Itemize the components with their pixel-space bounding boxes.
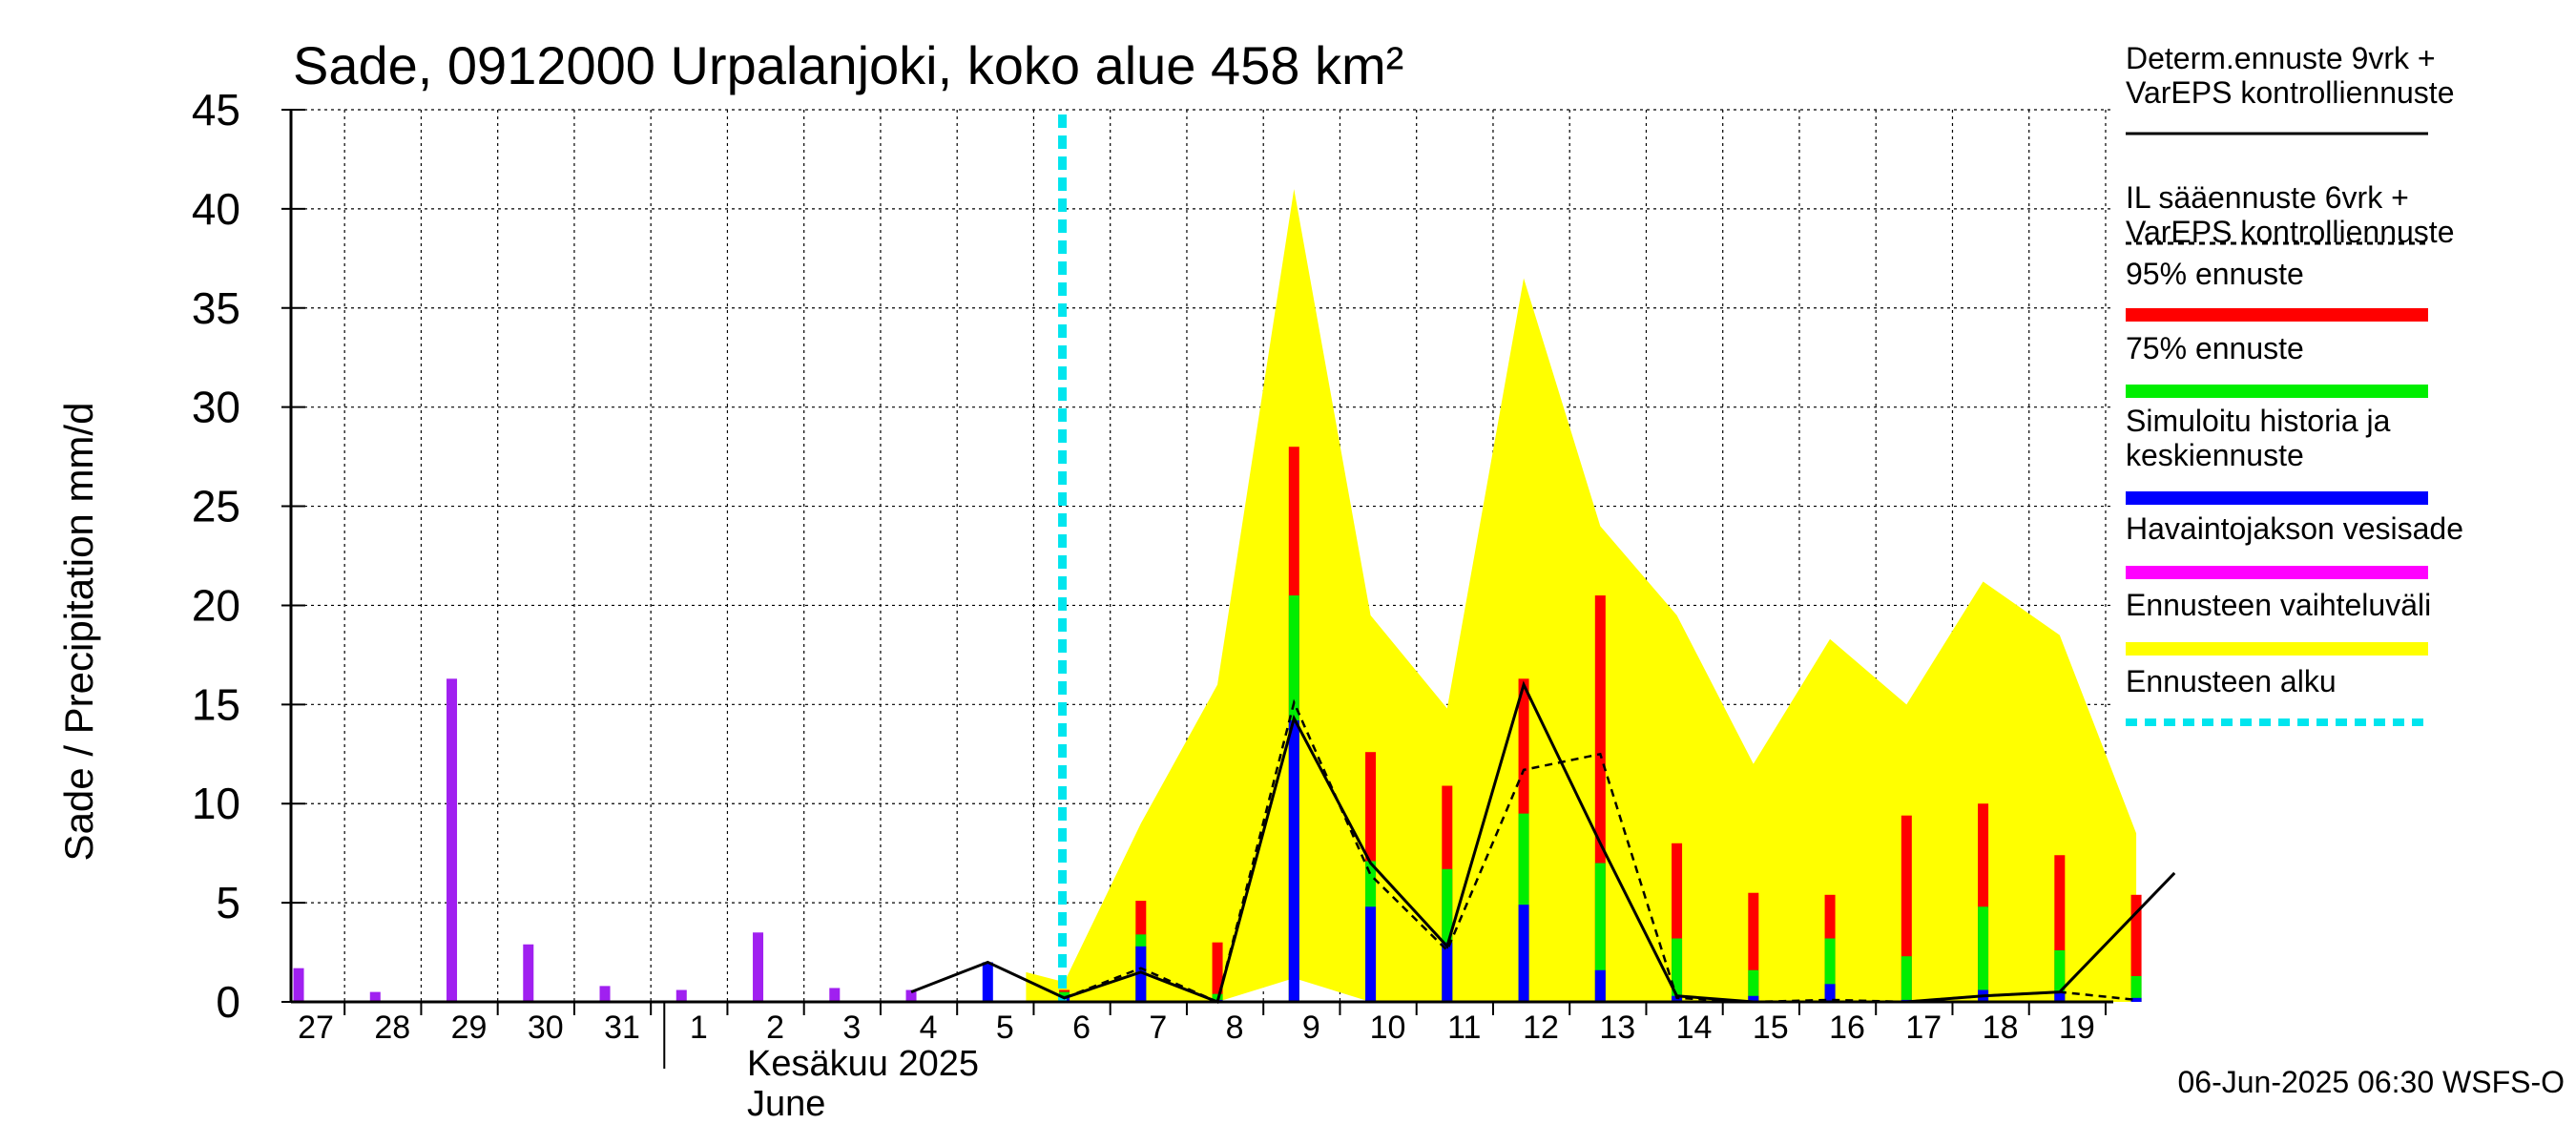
p95-bar — [2054, 855, 2066, 1002]
median-bar — [1518, 905, 1529, 1002]
y-tick-label: 20 — [192, 580, 240, 630]
forecast-range-polygon — [1026, 189, 2137, 1003]
x-tick-label: 3 — [842, 1010, 861, 1046]
legend-label: VarEPS kontrolliennuste — [2126, 215, 2454, 249]
forecast-lines — [910, 114, 2176, 1005]
median-bar — [1442, 942, 1453, 1002]
legend-label: Determ.ennuste 9vrk + — [2126, 41, 2436, 75]
observed-bar — [753, 932, 764, 1002]
x-tick-label: 19 — [2059, 1010, 2095, 1046]
observed-bar — [523, 944, 534, 1002]
observed-bar — [369, 991, 381, 1002]
observed-bar — [829, 988, 841, 1002]
p75-bar — [1594, 863, 1606, 1002]
x-tick-label: 18 — [1983, 1010, 2019, 1046]
median-bar — [1748, 995, 1759, 1002]
legend-label: Ennusteen vaihteluväli — [2126, 588, 2431, 622]
x-tick-label: 13 — [1599, 1010, 1635, 1046]
x-tick-label: 31 — [604, 1010, 640, 1046]
x-tick-label: 30 — [528, 1010, 564, 1046]
legend-label: 95% ennuste — [2126, 257, 2304, 291]
legend-label: Havaintojakson vesisade — [2126, 511, 2463, 546]
x-tick-label: 12 — [1523, 1010, 1559, 1046]
p95-bar — [1212, 942, 1223, 1002]
x-tick-label: 15 — [1753, 1010, 1789, 1046]
footer-timestamp: 06-Jun-2025 06:30 WSFS-O — [2177, 1065, 2565, 1099]
p95-bar — [2130, 894, 2142, 1002]
p95-bar — [1748, 892, 1759, 1002]
median-bar — [1365, 906, 1377, 1002]
x-tick-label: 2 — [766, 1010, 784, 1046]
month-label: June — [747, 1084, 825, 1124]
y-tick-label: 35 — [192, 283, 240, 333]
il-forecast-line — [1064, 698, 2137, 1004]
x-tick-label: 4 — [920, 1010, 938, 1046]
legend: Determ.ennuste 9vrk +VarEPS kontrollienn… — [2126, 41, 2463, 726]
x-tick-label: 27 — [298, 1010, 334, 1046]
observed-bar — [293, 968, 304, 1002]
legend-label: Simuloitu historia ja — [2126, 404, 2391, 438]
x-tick-label: 10 — [1370, 1010, 1406, 1046]
p75-bar — [2054, 949, 2066, 1002]
median-bar — [2054, 991, 2066, 1002]
y-tick-label: 15 — [192, 679, 240, 729]
y-tick-label: 0 — [216, 977, 240, 1027]
x-tick-label: 8 — [1226, 1010, 1244, 1046]
legend-label: keskiennuste — [2126, 438, 2304, 472]
month-label: Kesäkuu 2025 — [747, 1044, 979, 1084]
p75-bar — [1442, 868, 1453, 1002]
x-tick-label: 7 — [1149, 1010, 1167, 1046]
p95-bar — [1594, 595, 1606, 1002]
median-bar — [1824, 984, 1836, 1002]
legend-label: VarEPS kontrolliennuste — [2126, 75, 2454, 110]
legend-label: IL sääennuste 6vrk + — [2126, 180, 2409, 215]
y-tick-label: 40 — [192, 184, 240, 234]
legend-label: Ennusteen alku — [2126, 664, 2337, 698]
y-tick-label: 25 — [192, 482, 240, 531]
x-tick-label: 1 — [690, 1010, 708, 1046]
y-axis-label: Sade / Precipitation mm/d — [56, 403, 101, 862]
x-tick-label: 14 — [1676, 1010, 1713, 1046]
observed-bar — [599, 986, 611, 1002]
x-tick-label: 29 — [451, 1010, 488, 1046]
p75-bar — [2130, 975, 2142, 1002]
median-bar — [1288, 719, 1299, 1002]
x-tick-label: 17 — [1905, 1010, 1942, 1046]
simulated-bar — [982, 962, 993, 1002]
forecast-range-area — [1026, 189, 2137, 1003]
x-tick-label: 9 — [1302, 1010, 1320, 1046]
p75-bar — [1748, 969, 1759, 1002]
median-bar — [1594, 969, 1606, 1002]
p75-bar — [1672, 938, 1683, 1002]
chart-title: Sade, 0912000 Urpalanjoki, koko alue 458… — [293, 35, 1403, 95]
p75-bar — [1978, 906, 1989, 1002]
p95-bar — [1672, 843, 1683, 1002]
y-tick-label: 45 — [192, 85, 240, 135]
x-tick-label: 11 — [1447, 1010, 1481, 1046]
p75-bar — [1824, 938, 1836, 1002]
observed-bar — [447, 678, 458, 1002]
observed-bar — [905, 989, 917, 1002]
p95-bar — [1901, 815, 1912, 1002]
y-tick-label: 30 — [192, 383, 240, 432]
x-tick-label: 28 — [374, 1010, 410, 1046]
p95-bar — [1978, 803, 1989, 1002]
y-tick-label: 10 — [192, 779, 240, 828]
x-tick-label: 6 — [1072, 1010, 1091, 1046]
y-tick-label: 5 — [216, 878, 240, 927]
observed-bar — [675, 989, 687, 1002]
median-bar — [1135, 946, 1147, 1002]
median-bar — [2130, 997, 2142, 1002]
p75-bar — [1901, 956, 1912, 1002]
x-tick-label: 5 — [996, 1010, 1014, 1046]
legend-label: 75% ennuste — [2126, 331, 2304, 365]
x-tick-label: 16 — [1829, 1010, 1865, 1046]
